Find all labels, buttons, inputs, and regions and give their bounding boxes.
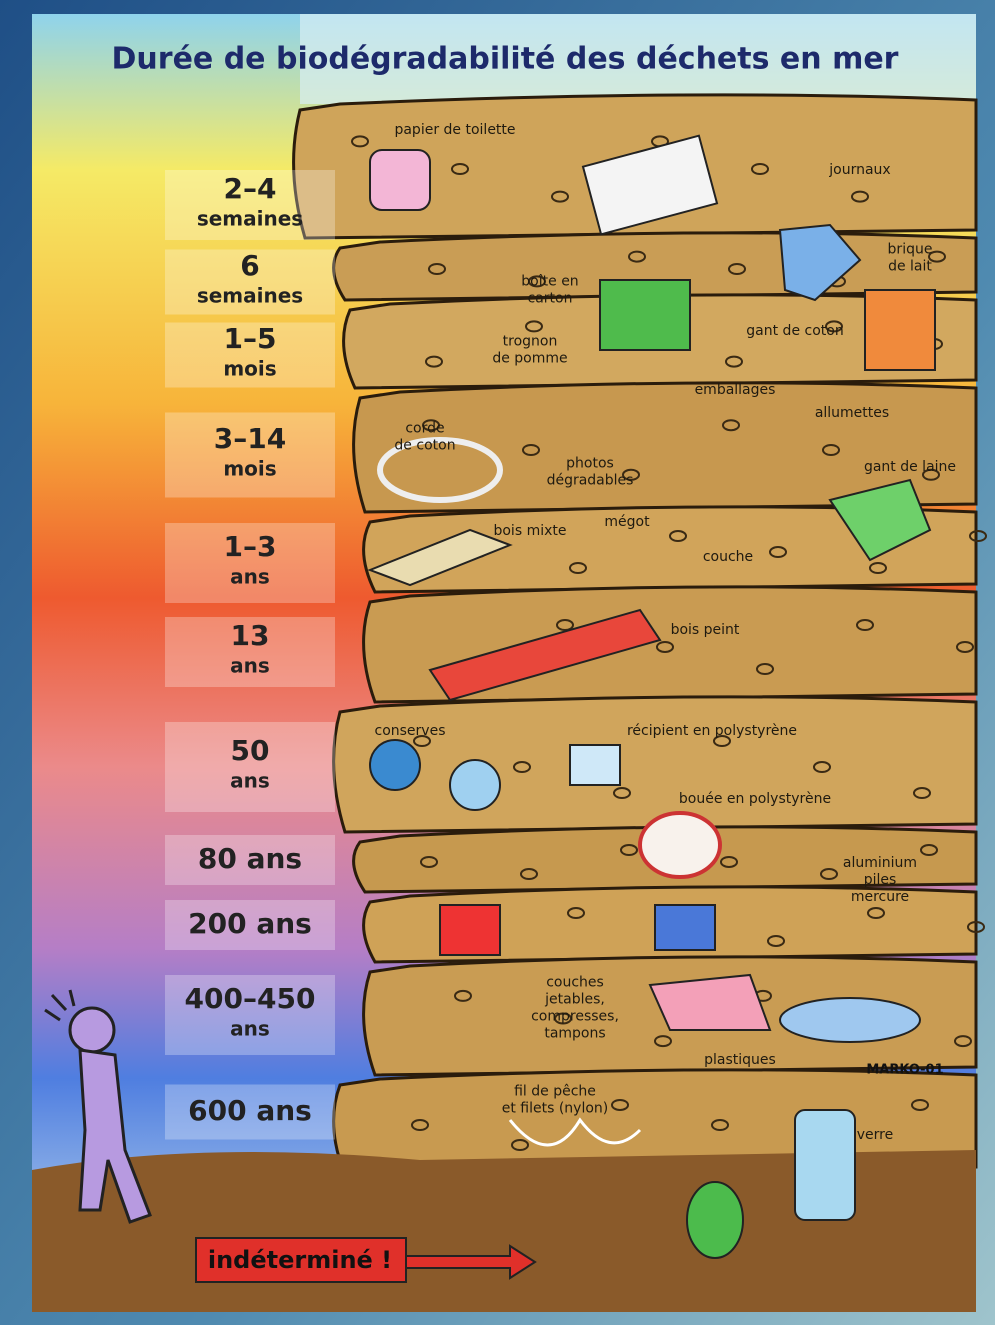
item-label: carton [528, 291, 573, 307]
item-label: couches [546, 975, 604, 991]
illustration [865, 290, 935, 370]
duration-label: 3–14 [214, 422, 286, 455]
duration-label: 200 ans [188, 907, 312, 940]
item-label: de lait [888, 259, 932, 275]
item-label: bois mixte [493, 523, 566, 539]
illustration [640, 813, 720, 877]
item-label: allumettes [815, 405, 889, 421]
item-label: bouée en polystyrène [679, 791, 831, 807]
item-label: jetables, [544, 992, 605, 1008]
illustration [370, 740, 420, 790]
duration-label: 13 [231, 619, 270, 652]
item-label: gant de coton [746, 323, 843, 339]
item-label: conserves [375, 723, 446, 739]
item-label: tampons [544, 1026, 605, 1042]
item-label: compresses, [531, 1009, 619, 1025]
duration-label: semaines [197, 284, 303, 308]
title: Durée de biodégradabilité des déchets en… [112, 42, 899, 77]
item-label: journaux [828, 162, 890, 178]
item-label: de pomme [492, 351, 567, 367]
illustration [687, 1182, 743, 1258]
duration-box: 200 ans [165, 900, 335, 950]
duration-label: 6 [240, 249, 259, 282]
duration-box: 3–14mois [165, 413, 335, 498]
duration-label: ans [230, 1017, 270, 1041]
illustration [570, 745, 620, 785]
duration-label: mois [223, 357, 276, 381]
item-label: verre [857, 1127, 893, 1143]
item-label: boîte en [521, 274, 578, 290]
item-label: mégot [604, 514, 650, 530]
illustration [600, 280, 690, 350]
item-label: fil de pêche [514, 1084, 596, 1100]
duration-box: 6semaines [165, 249, 335, 315]
duration-label: ans [230, 769, 270, 793]
item-label: photos [566, 456, 614, 472]
duration-label: ans [230, 654, 270, 678]
duration-box: 1–5mois [165, 322, 335, 388]
item-label: mercure [851, 889, 909, 905]
item-label: dégradables [547, 473, 634, 489]
item-label: récipient en polystyrène [627, 723, 797, 739]
item-label: plastiques [704, 1052, 776, 1068]
duration-label: ans [230, 565, 270, 589]
item-label: brique [888, 242, 933, 258]
illustration [440, 905, 500, 955]
duration-label: semaines [197, 207, 303, 231]
duration-label: 2–4 [224, 172, 277, 205]
item-label: couche [703, 549, 753, 565]
item-label: et filets (nylon) [502, 1101, 609, 1117]
illustration [370, 150, 430, 210]
illustration [650, 975, 770, 1030]
duration-label: 1–5 [224, 322, 277, 355]
duration-label: mois [223, 457, 276, 481]
item-label: emballages [695, 382, 776, 398]
duration-label: 50 [231, 734, 270, 767]
duration-label: 600 ans [188, 1094, 312, 1127]
duration-box: 80 ans [165, 835, 335, 885]
duration-box: 400–450ans [165, 975, 335, 1055]
item-label: de coton [394, 438, 455, 454]
item-label: bois peint [671, 622, 740, 638]
item-label: piles [864, 872, 897, 888]
duration-label: 80 ans [198, 842, 302, 875]
illustration [450, 760, 500, 810]
item-label: papier de toilette [394, 122, 515, 138]
item-label: aluminium [843, 855, 917, 871]
duration-label: 400–450 [185, 982, 316, 1015]
duration-label: 1–3 [224, 530, 277, 563]
item-label: gant de laine [864, 459, 956, 475]
signature: MARKO-01 [866, 1063, 943, 1078]
item-label: trognon [503, 334, 558, 350]
duration-box: 50ans [165, 722, 335, 812]
item-label: corde [405, 421, 444, 437]
footer-label: indéterminé ! [208, 1246, 392, 1274]
illustration [795, 1110, 855, 1220]
duration-box: 600 ans [165, 1085, 335, 1140]
poster: indéterminé ! Durée de biodégradabilité … [0, 0, 995, 1325]
stratum [334, 697, 976, 832]
illustration [655, 905, 715, 950]
illustration [780, 998, 920, 1042]
